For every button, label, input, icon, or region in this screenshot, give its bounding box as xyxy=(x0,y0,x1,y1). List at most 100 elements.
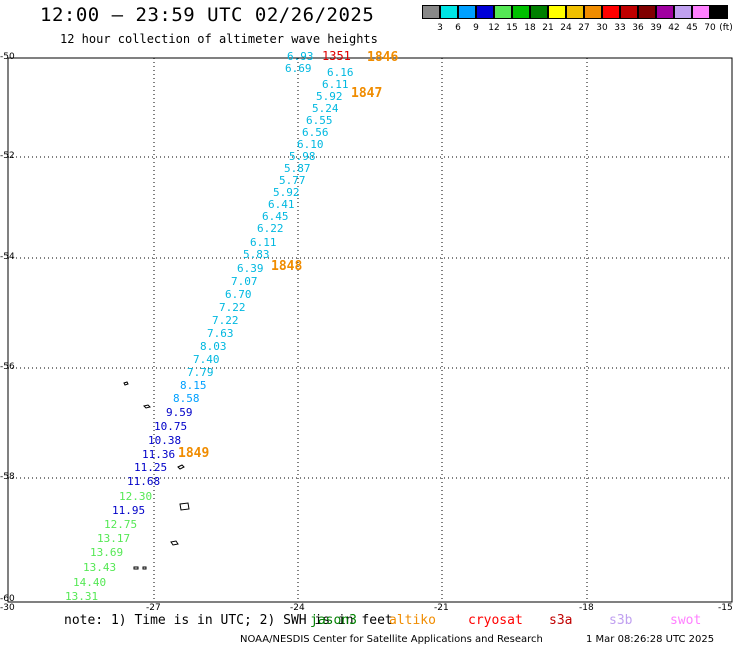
wave-height-label: 6.11 xyxy=(322,78,349,91)
longitude-tick-label: -21 xyxy=(434,603,449,613)
satellite-legend-s3b: s3b xyxy=(609,613,633,628)
legend-swatch-label: 9 xyxy=(473,23,479,33)
legend-swatch xyxy=(584,5,602,19)
map-border xyxy=(7,57,733,603)
latitude-tick-label: -56 xyxy=(0,362,15,372)
island-5 xyxy=(170,540,179,546)
legend-swatch xyxy=(638,5,656,19)
island-6 xyxy=(133,566,147,570)
wave-height-label: 6.41 xyxy=(268,198,295,211)
wave-height-label: 6.22 xyxy=(257,222,284,235)
map-subtitle: 12 hour collection of altimeter wave hei… xyxy=(60,32,378,46)
legend-swatch-label: 30 xyxy=(596,23,608,33)
wave-height-label: 11.25 xyxy=(134,461,168,474)
footer-date: 1 Mar 08:26:28 UTC 2025 xyxy=(586,634,715,645)
wave-height-label-red: 1351 xyxy=(322,49,351,63)
legend-swatch xyxy=(674,5,692,19)
wave-height-label: 8.03 xyxy=(200,340,227,353)
wave-height-label: 5.83 xyxy=(243,248,270,261)
legend-swatch-label: 27 xyxy=(578,23,590,33)
wave-height-label: 6.70 xyxy=(225,288,252,301)
wave-height-label: 6.45 xyxy=(262,210,289,223)
satellite-legend-swot: swot xyxy=(670,613,702,628)
wave-height-label: 8.15 xyxy=(180,379,207,392)
footer-credit: NOAA/NESDIS Center for Satellite Applica… xyxy=(240,634,543,645)
legend-swatch xyxy=(422,5,440,19)
legend-swatch xyxy=(656,5,674,19)
legend-swatch-label: 12 xyxy=(488,23,500,33)
legend-swatch-label: 6 xyxy=(455,23,461,33)
legend-swatch-label: 33 xyxy=(614,23,626,33)
latitude-tick-label: -60 xyxy=(0,594,15,604)
longitude-tick-label: -30 xyxy=(0,603,15,613)
legend-swatch-label: 42 xyxy=(668,23,680,33)
legend-swatch xyxy=(476,5,494,19)
wave-height-label: 13.17 xyxy=(97,532,131,545)
satellite-legend-jason3: jason3 xyxy=(310,613,357,628)
wave-height-label: 6.69 xyxy=(285,62,312,75)
wave-height-label: 5.24 xyxy=(312,102,339,115)
map-frame xyxy=(7,57,733,603)
wave-height-label: 6.56 xyxy=(302,126,329,139)
wave-height-label: 12.30 xyxy=(119,490,153,503)
island-2 xyxy=(143,404,151,409)
legend-swatch-label: 3 xyxy=(437,23,443,33)
legend-swatch-label: 24 xyxy=(560,23,572,33)
wave-height-label: 13.43 xyxy=(83,561,117,574)
legend-row: note: 1) Time is in UTC; 2) SWH is in fe… xyxy=(64,613,740,629)
wave-height-label: 11.68 xyxy=(127,475,161,488)
latitude-tick-label: -54 xyxy=(0,252,15,262)
wave-height-label: 7.63 xyxy=(207,327,234,340)
latitude-tick-label: -58 xyxy=(0,472,15,482)
pass-hour-label: 1849 xyxy=(178,446,210,461)
longitude-tick-label: -27 xyxy=(146,603,161,613)
island-4 xyxy=(179,502,190,511)
legend-swatch-label: 15 xyxy=(506,23,518,33)
wave-height-label: 10.75 xyxy=(154,420,188,433)
legend-swatch-label: 45 xyxy=(686,23,698,33)
wave-height-label: 6.11 xyxy=(250,236,277,249)
wave-height-label: 5.92 xyxy=(316,90,343,103)
island-1 xyxy=(123,381,129,386)
legend-swatch-label: 70 xyxy=(704,23,716,33)
legend-swatch xyxy=(692,5,710,19)
legend-unit-label: (ft) xyxy=(719,23,733,33)
pass-hour-label: 1847 xyxy=(351,86,383,101)
wave-height-label: 6.93 xyxy=(287,50,314,63)
island-3 xyxy=(177,464,185,470)
longitude-tick-label: -15 xyxy=(718,603,733,613)
longitude-tick-label: -18 xyxy=(579,603,594,613)
wave-height-label: 7.40 xyxy=(193,353,220,366)
legend-swatch xyxy=(530,5,548,19)
map-title: 12:00 – 23:59 UTC 02/26/2025 xyxy=(40,4,375,26)
satellite-legend-cryosat: cryosat xyxy=(468,613,523,628)
wave-height-label: 6.39 xyxy=(237,262,264,275)
satellite-legend-altiko: altiko xyxy=(389,613,436,628)
wave-height-label: 7.22 xyxy=(219,301,246,314)
legend-swatch xyxy=(440,5,458,19)
wave-height-label: 11.95 xyxy=(112,504,146,517)
wave-height-label: 7.22 xyxy=(212,314,239,327)
legend-swatch xyxy=(566,5,584,19)
legend-swatch-label: 21 xyxy=(542,23,554,33)
legend-swatch xyxy=(548,5,566,19)
legend-swatch xyxy=(458,5,476,19)
wave-height-label: 5.87 xyxy=(284,162,311,175)
legend-swatch xyxy=(602,5,620,19)
legend-swatch xyxy=(494,5,512,19)
wave-height-label: 7.07 xyxy=(231,275,258,288)
latitude-tick-label: -52 xyxy=(0,151,15,161)
wave-height-label: 6.16 xyxy=(327,66,354,79)
wave-height-label: 10.38 xyxy=(148,434,182,447)
wave-height-label: 7.79 xyxy=(187,366,214,379)
legend-swatch xyxy=(620,5,638,19)
pass-hour-label: 1846 xyxy=(367,50,399,65)
legend-swatch-label: 18 xyxy=(524,23,536,33)
wave-height-label: 12.75 xyxy=(104,518,138,531)
wave-height-label: 11.36 xyxy=(142,448,176,461)
wave-height-label: 5.98 xyxy=(289,150,316,163)
latitude-tick-label: -50 xyxy=(0,52,15,62)
wave-height-label: 8.58 xyxy=(173,392,200,405)
islands xyxy=(123,381,190,570)
wave-height-label: 6.10 xyxy=(297,138,324,151)
